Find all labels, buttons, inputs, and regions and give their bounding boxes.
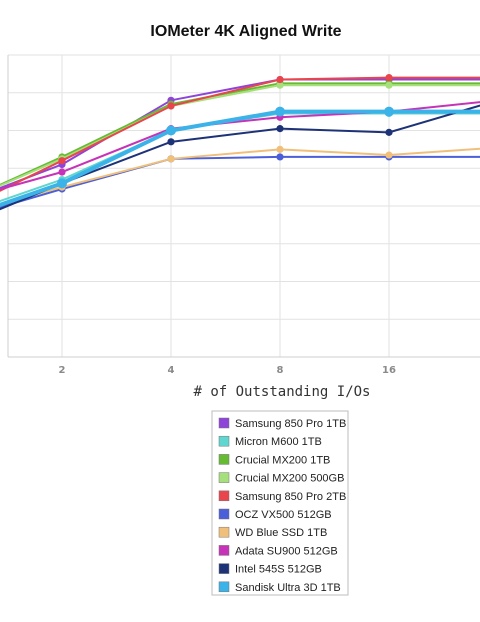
x-axis-ticks: 2 4 8 16: [59, 365, 396, 376]
legend-swatch: [218, 490, 230, 502]
data-point: [57, 178, 67, 189]
legend-label: Samsung 850 Pro 2TB: [235, 491, 346, 503]
series-ocz-vx500-512gb: [0, 153, 480, 209]
x-tick-label: 2: [59, 365, 66, 376]
legend-item: OCZ VX500 512GB: [218, 508, 332, 521]
legend-swatch: [218, 526, 230, 538]
legend-label: Micron M600 1TB: [235, 436, 322, 448]
series-samsung-850-pro-2tb: [0, 74, 480, 192]
series-samsung-850-pro-1tb: [0, 75, 480, 190]
legend-label: Samsung 850 Pro 1TB: [235, 418, 346, 430]
series-lines: [0, 74, 480, 211]
series-crucial-mx200-500gb: [0, 81, 480, 187]
data-point: [276, 75, 284, 84]
legend-item: Adata SU900 512GB: [218, 545, 338, 557]
series-line: [0, 112, 480, 203]
data-point: [58, 168, 66, 176]
legend-label: Sandisk Ultra 3D 1TB: [235, 582, 341, 594]
legend-swatch: [218, 545, 230, 556]
data-point: [385, 74, 393, 82]
legend-label: OCZ VX500 512GB: [235, 509, 332, 521]
data-point: [276, 125, 284, 133]
grid: [7, 54, 480, 358]
chart-title: IOMeter 4K Aligned Write: [150, 23, 341, 40]
legend-item: Crucial MX200 1TB: [218, 454, 330, 466]
legend-swatch: [218, 454, 230, 465]
data-point: [385, 81, 393, 89]
data-point: [166, 125, 176, 136]
series-sandisk-ultra-3d-1tb: [0, 106, 480, 207]
legend-label: Intel 545S 512GB: [235, 564, 322, 576]
x-tick-label: 8: [277, 365, 284, 376]
data-point: [275, 106, 285, 117]
legend-item: Samsung 850 Pro 2TB: [218, 490, 346, 503]
data-point: [58, 157, 66, 165]
data-point: [167, 155, 175, 163]
legend-swatch: [218, 581, 230, 593]
data-point: [167, 138, 175, 146]
legend-label: Crucial MX200 500GB: [235, 473, 344, 485]
legend-item: Crucial MX200 500GB: [218, 472, 344, 485]
legend: Samsung 850 Pro 1TB Micron M600 1TB Crucia…: [211, 410, 349, 596]
legend-swatch: [218, 435, 230, 447]
data-point: [385, 151, 393, 159]
x-tick-label: 4: [168, 365, 175, 376]
legend-swatch: [218, 472, 230, 483]
x-axis-label: # of Outstanding I/Os: [193, 384, 370, 400]
legend-swatch: [218, 508, 230, 520]
series-line: [0, 84, 480, 187]
data-point: [167, 102, 175, 110]
legend-item: WD Blue SSD 1TB: [218, 526, 327, 539]
data-point: [276, 145, 284, 153]
data-point: [384, 106, 394, 117]
data-point: [385, 128, 393, 136]
legend-swatch: [218, 563, 230, 574]
series-line: [0, 147, 480, 206]
legend-label: Crucial MX200 1TB: [235, 454, 330, 466]
series-line: [0, 82, 480, 186]
legend-item: Micron M600 1TB: [218, 435, 322, 448]
legend-item: Intel 545S 512GB: [218, 563, 322, 576]
legend-label: WD Blue SSD 1TB: [235, 527, 327, 539]
series-line: [0, 76, 480, 192]
legend-item: Sandisk Ultra 3D 1TB: [218, 581, 341, 594]
series-crucial-mx200-1tb: [0, 79, 480, 186]
x-tick-label: 16: [382, 365, 396, 376]
legend-swatch: [218, 417, 230, 429]
series-line: [0, 109, 480, 207]
series-line: [0, 155, 480, 209]
legend-item: Samsung 850 Pro 1TB: [218, 417, 346, 430]
legend-label: Adata SU900 512GB: [235, 545, 338, 557]
legend-box: [211, 410, 349, 596]
series-line: [0, 78, 480, 190]
data-point: [276, 153, 284, 161]
data-point: [276, 81, 284, 89]
